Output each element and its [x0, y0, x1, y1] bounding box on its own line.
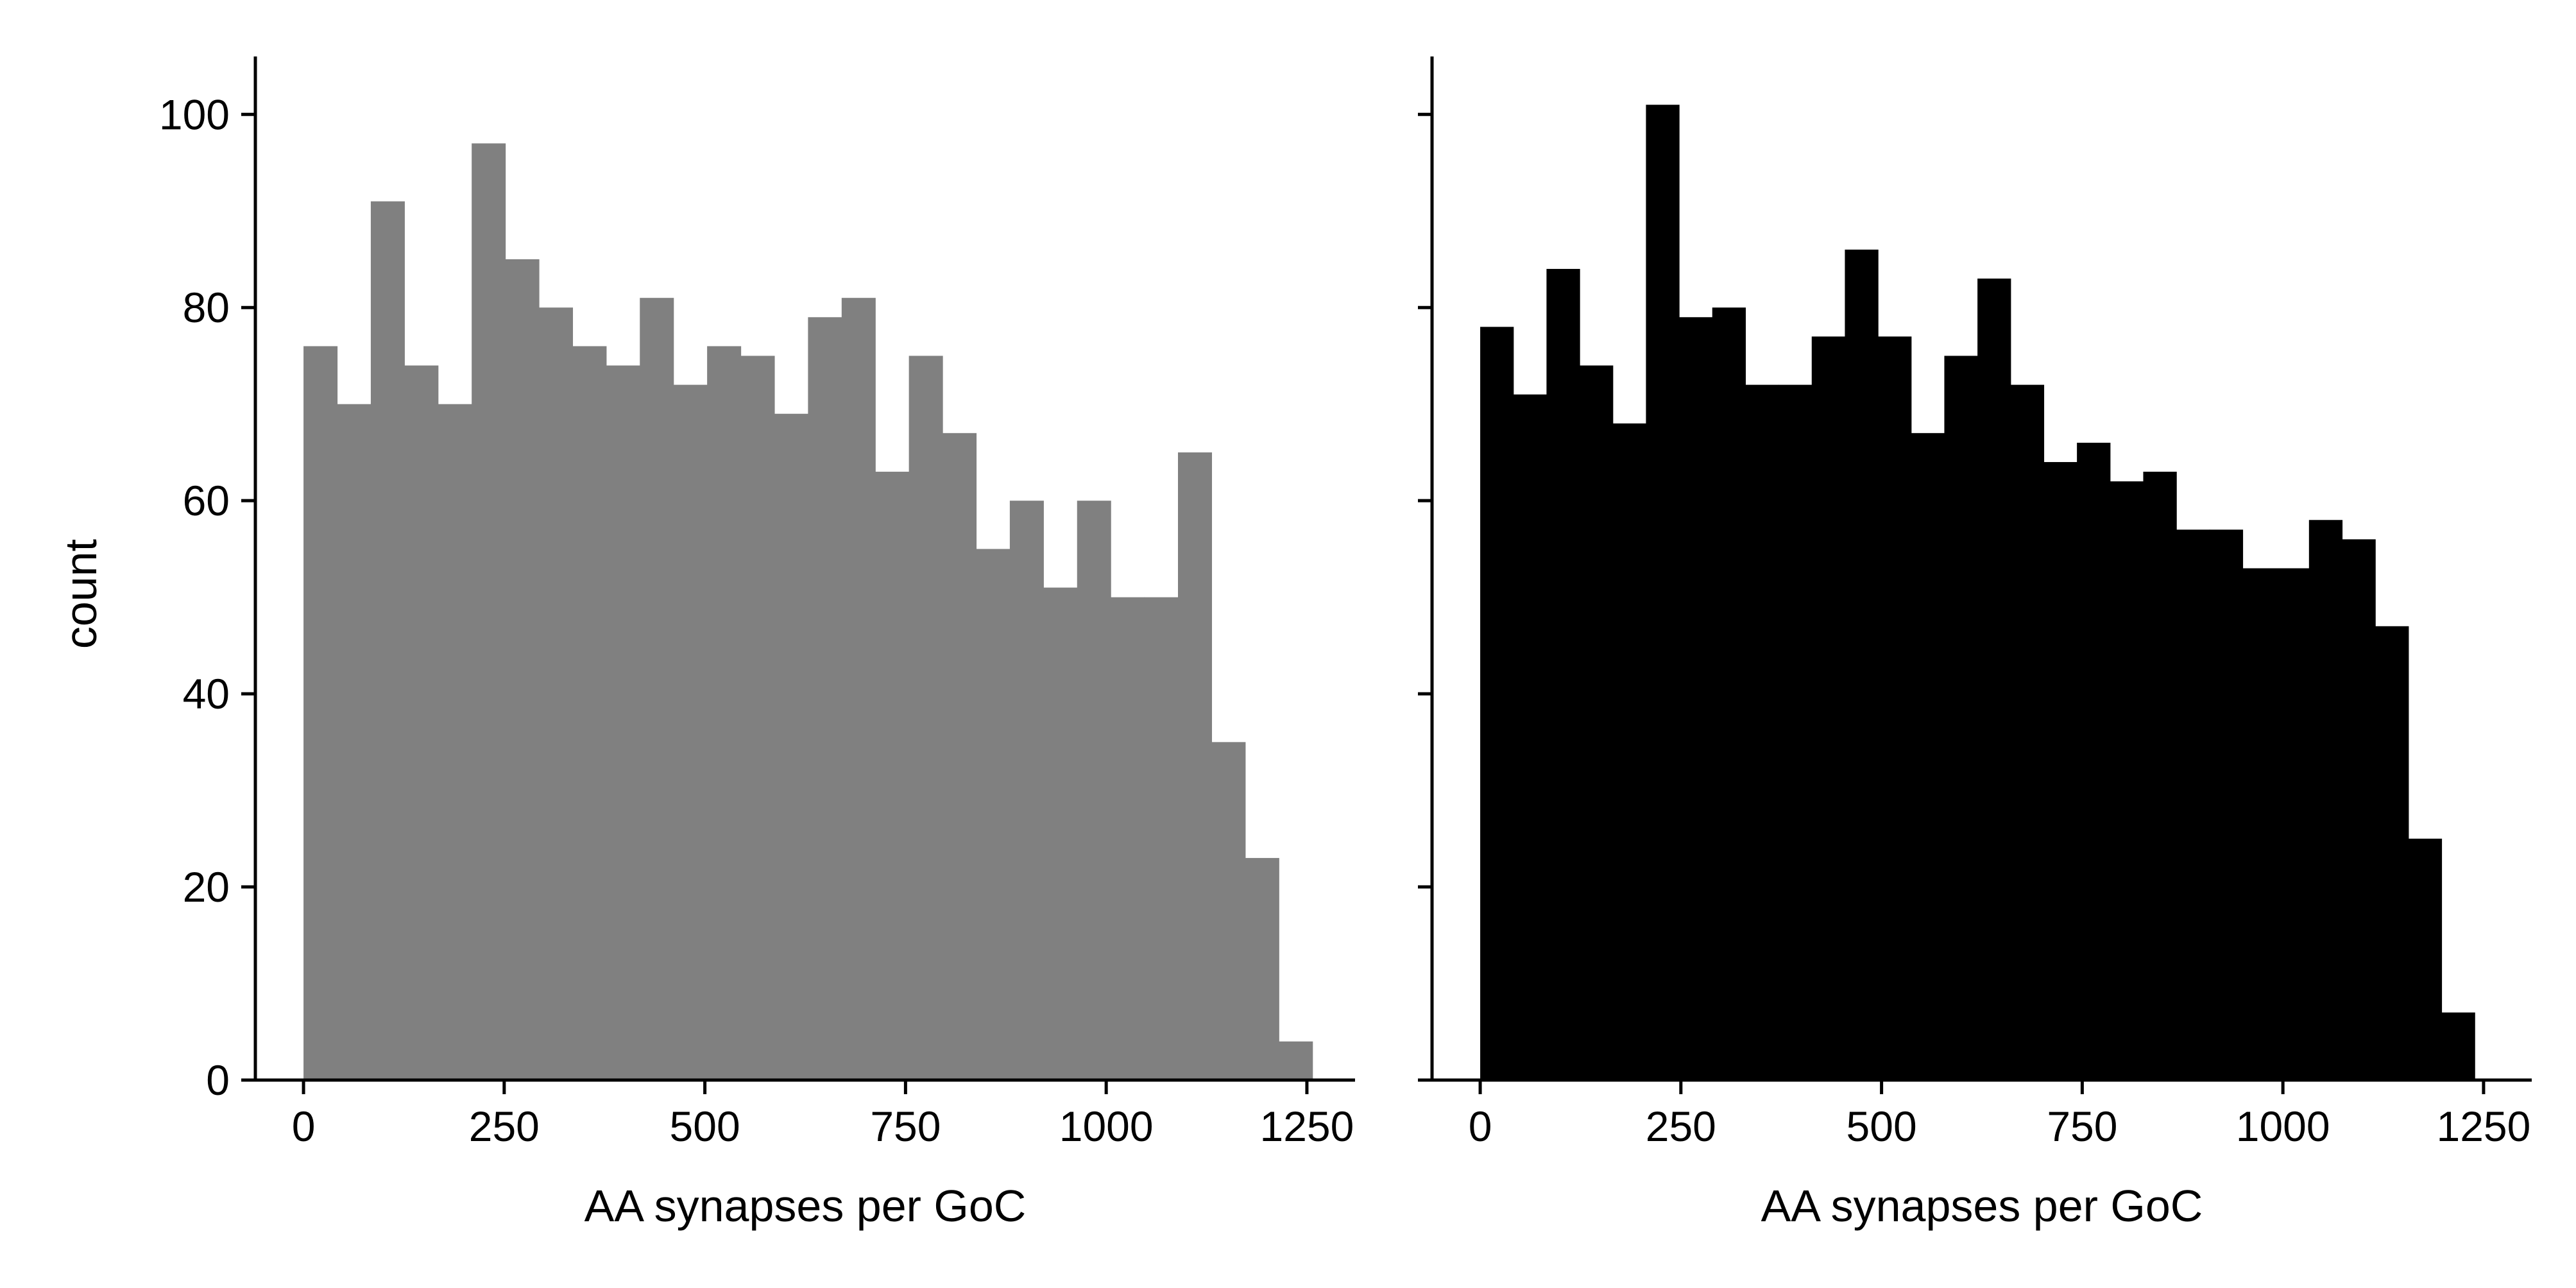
histogram-bar — [1546, 269, 1580, 1080]
histogram-bar — [2010, 384, 2045, 1080]
histogram-bar — [1580, 365, 1614, 1080]
histogram-panel-right: 0 250 500 750 1000 1250 AA synapses per GoC — [1418, 56, 2532, 1231]
histogram-bar — [337, 404, 371, 1081]
y-tick-label: 0 — [206, 1056, 230, 1104]
y-tick-label: 40 — [183, 670, 230, 717]
histogram-bar — [808, 317, 842, 1080]
y-axis-label: count — [56, 539, 106, 649]
y-tick-label: 80 — [183, 284, 230, 331]
histogram-bar — [1977, 279, 2011, 1081]
histogram-bar — [572, 346, 607, 1081]
histogram-bar — [673, 384, 708, 1080]
histogram-bar — [505, 259, 540, 1080]
histogram-bar — [404, 365, 439, 1080]
histogram-bar — [2242, 568, 2276, 1080]
histogram-bar — [1845, 249, 1879, 1081]
x-tick-label: 1250 — [1260, 1103, 1354, 1150]
histogram-bar — [2342, 539, 2376, 1080]
histogram-bar — [303, 346, 338, 1081]
histogram-bar — [2441, 1012, 2475, 1080]
histogram-bar — [774, 413, 808, 1080]
x-axis-label: AA synapses per GoC — [1761, 1181, 2203, 1231]
histogram-bar — [1245, 857, 1279, 1080]
histogram-bar — [740, 356, 775, 1081]
histogram-bar — [841, 298, 876, 1081]
histogram-bar — [472, 143, 506, 1080]
histogram-bar — [1111, 597, 1145, 1080]
histogram-bar — [1077, 501, 1111, 1080]
histogram-bar — [1646, 105, 1680, 1081]
histogram-bar — [370, 201, 405, 1081]
histogram-bar — [2375, 626, 2409, 1080]
histogram-bar — [1679, 317, 1713, 1080]
histogram-bar — [1878, 336, 1912, 1080]
histogram-panel-left: 0 250 500 750 1000 1250 0 20 40 60 80 100 AA synapse… — [56, 56, 1355, 1231]
histogram-bar — [1745, 384, 1779, 1080]
x-tick-label: 250 — [469, 1103, 540, 1150]
histogram-bar — [976, 549, 1011, 1080]
x-tick-label: 0 — [292, 1103, 316, 1150]
x-tick-label: 1250 — [2437, 1103, 2531, 1150]
x-tick-label: 500 — [670, 1103, 740, 1150]
histogram-bars — [1480, 105, 2475, 1081]
histogram-bar — [2110, 481, 2144, 1080]
y-tick-label: 60 — [183, 477, 230, 524]
histogram-bar — [2077, 442, 2111, 1080]
histogram-bar — [606, 365, 640, 1080]
y-tick-label: 20 — [183, 863, 230, 911]
histogram-bar — [1144, 597, 1179, 1080]
y-tick-label: 100 — [159, 90, 230, 138]
histogram-bar — [943, 433, 977, 1080]
x-tick-label: 750 — [2047, 1103, 2117, 1150]
histogram-bar — [1712, 307, 1746, 1081]
x-tick-label: 500 — [1847, 1103, 1917, 1150]
histogram-bar — [1178, 452, 1213, 1080]
histogram-bar — [640, 298, 674, 1081]
histogram-bar — [1612, 423, 1647, 1080]
histogram-bar — [2176, 529, 2210, 1080]
histogram-bars — [303, 143, 1313, 1081]
histogram-bar — [539, 307, 574, 1081]
x-axis-label: AA synapses per GoC — [584, 1181, 1027, 1231]
histogram-bar — [1279, 1041, 1313, 1080]
x-tick-label: 250 — [1646, 1103, 1716, 1150]
histogram-bar — [2408, 838, 2443, 1080]
x-tick-label: 750 — [870, 1103, 941, 1150]
histogram-bar — [1211, 742, 1246, 1080]
histogram-bar — [1043, 587, 1078, 1080]
x-tick-label: 0 — [1469, 1103, 1492, 1150]
histogram-bar — [2143, 472, 2177, 1080]
histogram-bar — [707, 346, 742, 1081]
x-tick-label: 1000 — [1059, 1103, 1154, 1150]
histogram-bar — [2209, 529, 2244, 1080]
histogram-bar — [2043, 461, 2077, 1080]
histogram-bar — [1811, 336, 1846, 1080]
histogram-bar — [1778, 384, 1813, 1080]
histogram-bar — [438, 404, 472, 1081]
histogram-bar — [1944, 356, 1978, 1081]
histogram-bar — [1513, 394, 1548, 1080]
histogram-bar — [875, 472, 910, 1080]
histogram-bar — [2276, 568, 2310, 1080]
histogram-bar — [1480, 327, 1514, 1080]
histogram-bar — [2308, 520, 2343, 1080]
histogram-bar — [908, 356, 943, 1081]
histogram-bar — [1009, 501, 1044, 1080]
x-tick-label: 1000 — [2236, 1103, 2330, 1150]
histogram-bar — [1911, 433, 1945, 1080]
